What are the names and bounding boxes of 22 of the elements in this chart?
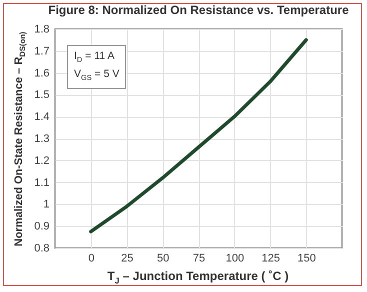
x-tick-label: 100 [226,252,244,264]
x-tick-label: 50 [157,252,170,264]
y-tick-label: 1.1 [34,176,50,189]
x-tick-label: 75 [192,252,206,264]
y-tick-label: 1.3 [34,133,50,145]
x-axis-title: T$_{J}$ – Junction Temperature ( ˚C ) [107,269,289,286]
x-tick-label: 125 [262,252,280,264]
y-tick-label: 1 [43,198,50,211]
x-tick-label: 0 [88,252,94,264]
x-tick-label: 150 [297,252,316,264]
y-tick-label: 1.8 [34,24,50,36]
x-tick-label: 25 [121,252,134,264]
annotation: I$_{D}$ = 11 A [74,50,114,64]
annotation: V$_{GS}$ = 5 V [74,68,120,82]
y-tick-label: 1.5 [34,89,50,102]
y-tick-label: 1.7 [34,45,50,58]
y-tick-label: 0.8 [34,242,50,254]
y-tick-label: 1.6 [34,67,50,80]
y-tick-label: 1.4 [34,111,50,124]
chart-title: Figure 8: Normalized On Resistance vs. Temperature [48,3,350,17]
y-tick-label: 0.9 [34,220,50,233]
y-tick-label: 1.2 [34,154,50,167]
